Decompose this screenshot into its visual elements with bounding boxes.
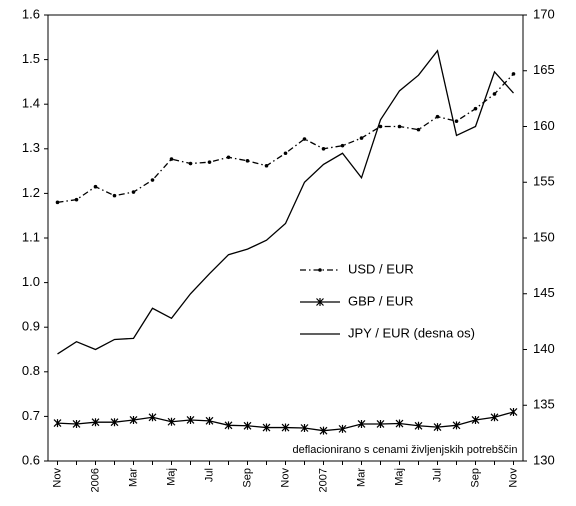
x-tick-label: 2006: [89, 468, 101, 492]
y2-tick-label: 140: [533, 341, 555, 356]
y-tick-label: 1.3: [22, 140, 40, 155]
marker: [318, 268, 322, 272]
marker: [224, 421, 233, 430]
y-tick-label: 0.9: [22, 319, 40, 334]
marker: [207, 160, 212, 164]
marker: [473, 106, 478, 111]
marker: [376, 419, 385, 428]
marker: [454, 119, 459, 123]
x-tick-label: Nov: [279, 468, 291, 488]
marker: [281, 423, 290, 432]
marker: [414, 421, 423, 430]
x-tick-label: Nov: [51, 468, 63, 488]
marker: [243, 421, 252, 430]
marker: [93, 184, 98, 189]
y2-tick-label: 160: [533, 118, 555, 133]
marker: [509, 407, 518, 416]
marker: [131, 190, 136, 194]
marker: [492, 92, 497, 96]
marker: [188, 161, 193, 166]
marker: [357, 419, 366, 428]
marker: [150, 178, 155, 182]
marker: [300, 423, 309, 432]
y2-tick-label: 155: [533, 174, 555, 189]
x-tick-label: 2007: [317, 468, 329, 492]
series-line: [57, 49, 514, 355]
y-tick-label: 1.2: [22, 185, 40, 200]
marker: [148, 413, 157, 422]
marker: [283, 151, 288, 156]
x-tick-label: Mar: [355, 468, 367, 487]
marker: [264, 163, 269, 168]
y-tick-label: 1.1: [22, 229, 40, 244]
x-tick-label: Jul: [431, 468, 443, 482]
legend-label: GBP / EUR: [348, 293, 414, 308]
x-tick-label: Mar: [127, 468, 139, 487]
y-tick-label: 1.6: [22, 6, 40, 21]
marker: [129, 415, 138, 424]
x-tick-label: Sep: [241, 468, 253, 488]
marker: [378, 124, 383, 129]
legend-label: JPY / EUR (desna os): [348, 325, 475, 340]
y-tick-label: 0.6: [22, 452, 40, 467]
y-tick-label: 0.7: [22, 408, 40, 423]
x-tick-label: Sep: [469, 468, 481, 488]
marker: [321, 147, 326, 151]
marker: [91, 418, 100, 427]
marker: [245, 159, 250, 163]
y2-tick-label: 145: [533, 285, 555, 300]
marker: [416, 127, 421, 132]
marker: [110, 418, 119, 427]
annotation: deflacionirano s cenami življenjskih pot…: [292, 444, 517, 456]
marker: [53, 419, 62, 428]
marker: [511, 72, 516, 76]
x-tick-label: Maj: [393, 468, 405, 486]
x-tick-label: Maj: [165, 468, 177, 486]
marker: [316, 298, 324, 306]
marker: [169, 157, 174, 161]
y2-tick-label: 130: [533, 452, 555, 467]
y2-tick-label: 170: [533, 6, 555, 21]
marker: [471, 415, 480, 424]
y-tick-label: 1.4: [22, 96, 40, 111]
y-tick-label: 1.5: [22, 51, 40, 66]
marker: [55, 200, 60, 205]
x-tick-label: Nov: [507, 468, 519, 488]
marker: [359, 136, 364, 140]
marker: [167, 417, 176, 426]
y2-tick-label: 165: [533, 62, 555, 77]
marker: [452, 421, 461, 430]
y-tick-label: 0.8: [22, 363, 40, 378]
marker: [112, 193, 117, 198]
y-tick-label: 1.0: [22, 274, 40, 289]
series-line: [57, 73, 514, 203]
marker: [433, 423, 442, 432]
marker: [74, 197, 79, 202]
marker: [72, 419, 81, 428]
legend-label: USD / EUR: [348, 261, 414, 276]
x-tick-label: Jul: [203, 468, 215, 482]
marker: [435, 114, 440, 119]
y2-tick-label: 150: [533, 229, 555, 244]
marker: [319, 426, 328, 435]
y2-tick-label: 135: [533, 397, 555, 412]
marker: [338, 424, 347, 433]
marker: [395, 419, 404, 428]
plot-frame: [47, 14, 524, 462]
marker: [226, 155, 231, 160]
marker: [262, 423, 271, 432]
marker: [302, 137, 307, 141]
marker: [186, 415, 195, 424]
marker: [490, 413, 499, 422]
marker: [397, 124, 402, 129]
marker: [340, 143, 345, 148]
marker: [205, 416, 214, 425]
